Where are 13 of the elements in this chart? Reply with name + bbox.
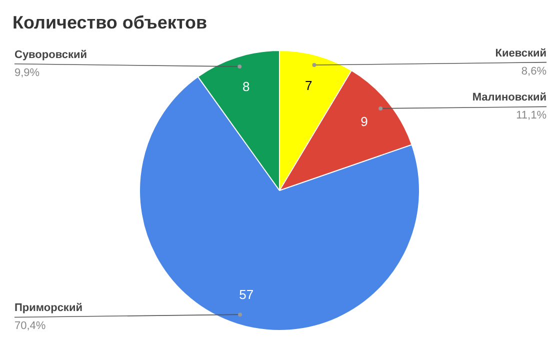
slice-label: Малиновский — [472, 92, 547, 104]
text: 8 — [242, 79, 250, 94]
text: 9 — [360, 114, 368, 130]
chart-title: Количество объектов — [12, 12, 208, 32]
text: 7 — [305, 78, 312, 93]
data-label: 8,6% — [521, 65, 547, 78]
slice-label: Приморский — [14, 302, 82, 314]
slice-label: Киевский — [495, 47, 547, 60]
data-label: 9,9% — [14, 66, 40, 79]
data-label: 11,1% — [516, 110, 547, 122]
text: 57 — [239, 287, 254, 302]
slice-label: Суворовский — [14, 48, 87, 61]
data-label: 70,4% — [14, 320, 46, 332]
